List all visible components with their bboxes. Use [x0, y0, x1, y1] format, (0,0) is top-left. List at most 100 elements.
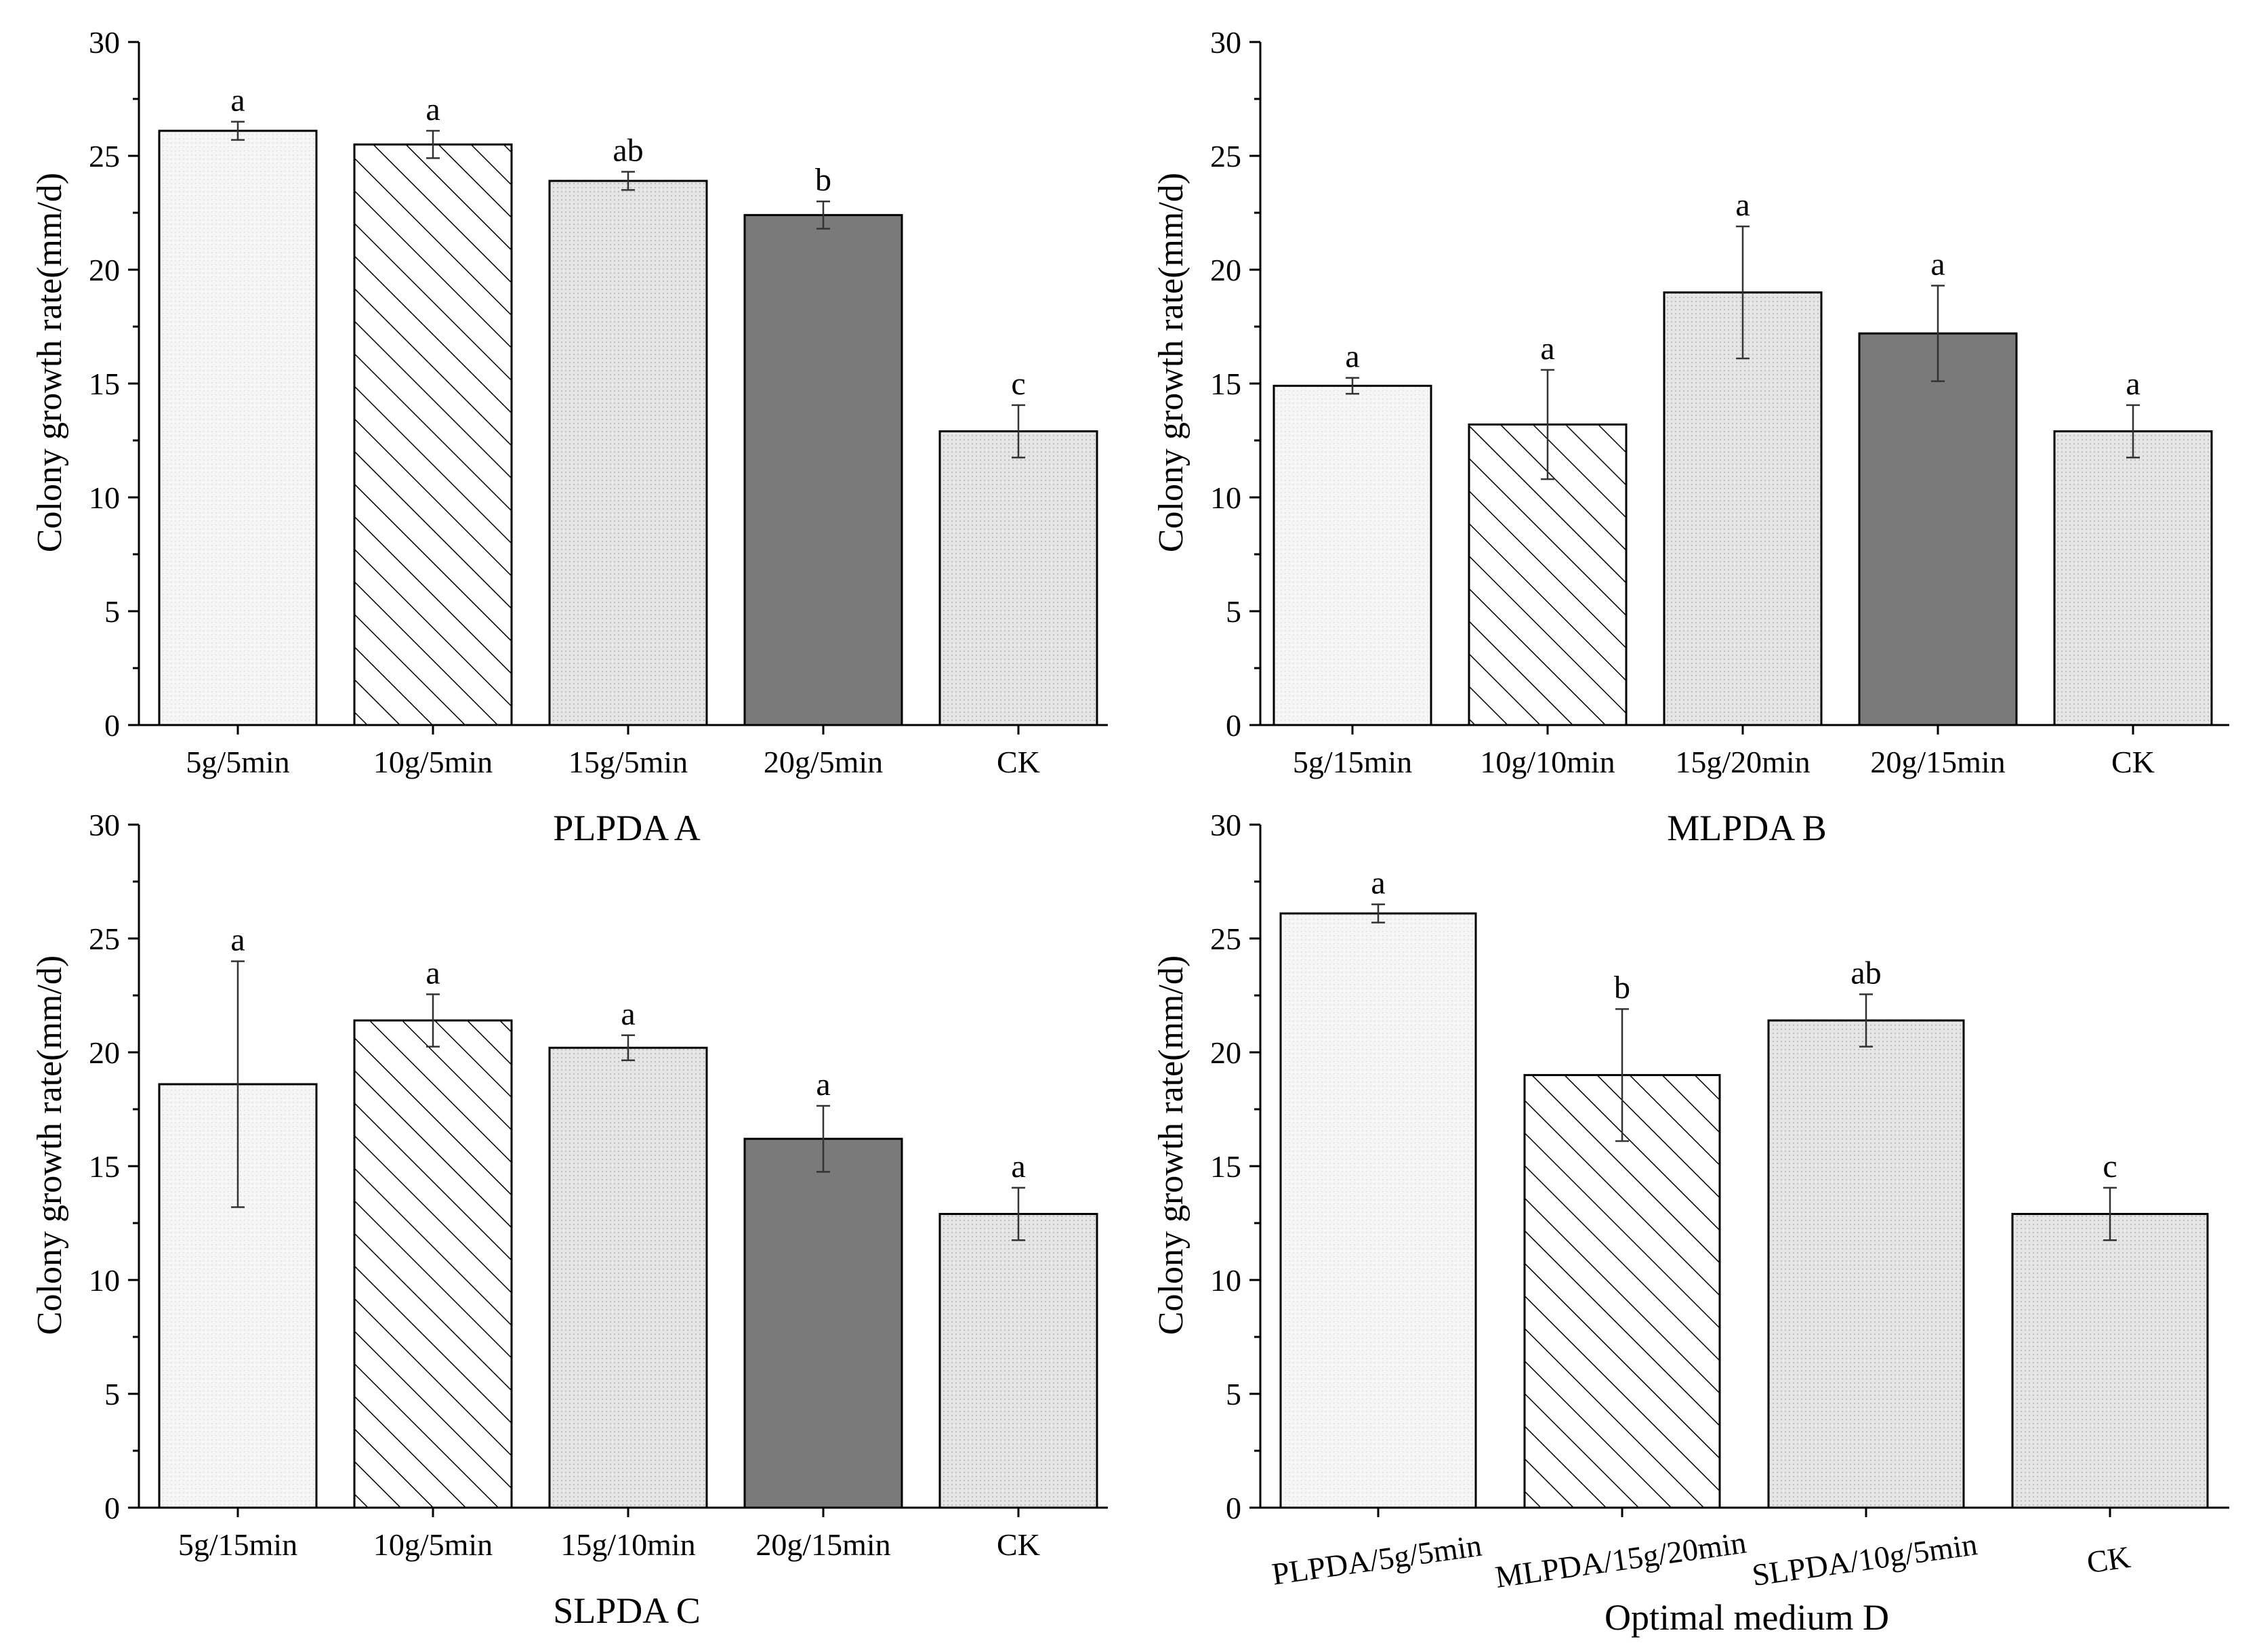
- error-bar: [816, 1104, 830, 1173]
- bar: [158, 129, 318, 726]
- significance-label: ab: [613, 133, 643, 169]
- category-label: PLPDA/5g/5min: [1270, 1528, 1484, 1592]
- category-label: CK: [2111, 745, 2155, 779]
- y-tick-label: 25: [1210, 139, 1241, 173]
- y-axis-title: Colony growth rate(mm/d): [30, 955, 69, 1335]
- significance-label: a: [426, 955, 440, 991]
- y-tick-label: 20: [1210, 1035, 1241, 1070]
- error-bar: [2126, 404, 2140, 459]
- y-tick-label: 20: [1210, 253, 1241, 287]
- bar: [1858, 332, 2018, 726]
- bar: [2011, 1213, 2209, 1509]
- significance-label: a: [426, 91, 440, 127]
- panel-slpda-c: Colony growth rate(mm/d) SLPDA C a 5g/15m…: [30, 808, 1108, 1631]
- significance-label: a: [816, 1067, 830, 1102]
- panel-optimal-medium-d: Colony growth rate(mm/d) Optimal medium …: [1152, 808, 2229, 1638]
- category-label: 15g/5min: [568, 745, 688, 779]
- category-label: 10g/10min: [1480, 745, 1615, 779]
- y-tick-label: 30: [1210, 808, 1241, 842]
- bar: [743, 1138, 903, 1509]
- y-tick-label: 0: [1226, 1491, 1241, 1525]
- significance-label: a: [1735, 187, 1750, 223]
- y-tick-label: 0: [1226, 708, 1241, 743]
- y-tick-label: 5: [104, 1377, 120, 1411]
- category-label: 10g/5min: [373, 745, 493, 779]
- category-label: SLPDA/10g/5min: [1750, 1527, 1980, 1592]
- category-label: CK: [997, 1527, 1040, 1562]
- error-bar: [1371, 903, 1385, 924]
- error-bar: [1012, 1186, 1025, 1241]
- significance-label: a: [621, 996, 635, 1032]
- y-axis-title: Colony growth rate(mm/d): [30, 173, 69, 552]
- y-tick-label: 10: [1210, 480, 1241, 515]
- y-tick-label: 15: [1210, 1149, 1241, 1184]
- category-label: 5g/5min: [186, 745, 289, 779]
- significance-label: a: [1930, 247, 1945, 283]
- y-tick-label: 0: [104, 1491, 120, 1525]
- significance-label: a: [1345, 339, 1359, 375]
- bar: [353, 143, 513, 726]
- y-axis-title: Colony growth rate(mm/d): [1152, 173, 1191, 552]
- y-tick-label: 15: [89, 367, 120, 401]
- category-label: 20g/5min: [764, 745, 883, 779]
- error-bar: [1012, 404, 1025, 459]
- significance-label: a: [230, 83, 245, 119]
- bar: [1279, 912, 1477, 1509]
- bar: [938, 430, 1098, 726]
- y-axis-title: Colony growth rate(mm/d): [1152, 955, 1191, 1335]
- error-bar: [816, 200, 830, 230]
- y-tick-label: 25: [89, 922, 120, 956]
- significance-label: b: [815, 162, 831, 198]
- error-bar: [426, 993, 440, 1048]
- error-bar: [621, 171, 635, 191]
- y-tick-label: 20: [89, 253, 120, 287]
- y-tick-label: 25: [89, 139, 120, 173]
- significance-label: a: [1371, 865, 1385, 901]
- panel-title: PLPDA A: [553, 808, 701, 848]
- y-tick-label: 25: [1210, 922, 1241, 956]
- panel-title: SLPDA C: [553, 1590, 701, 1631]
- category-label: 15g/10min: [560, 1527, 695, 1562]
- significance-label: a: [1011, 1149, 1025, 1184]
- significance-label: a: [2126, 366, 2140, 402]
- y-tick-label: 5: [104, 594, 120, 629]
- error-bar: [621, 1034, 635, 1062]
- significance-label: c: [2103, 1149, 2117, 1184]
- error-bar: [231, 960, 245, 1208]
- bar: [353, 1019, 513, 1509]
- y-tick-label: 10: [89, 480, 120, 515]
- error-bar: [1859, 993, 1873, 1048]
- y-tick-label: 30: [89, 808, 120, 842]
- y-tick-label: 30: [1210, 25, 1241, 60]
- panel-plpda-a: Colony growth rate(mm/d) PLPDA A a 5g/5mi…: [30, 25, 1108, 848]
- significance-label: c: [1011, 366, 1025, 402]
- y-tick-label: 10: [1210, 1263, 1241, 1298]
- error-bar: [1346, 377, 1359, 395]
- y-tick-label: 20: [89, 1035, 120, 1070]
- error-bar: [426, 129, 440, 159]
- category-label: CK: [2085, 1540, 2132, 1579]
- bar: [938, 1213, 1098, 1509]
- bar: [548, 1046, 708, 1509]
- bar: [2053, 430, 2213, 726]
- bar: [1663, 291, 1823, 726]
- category-label: 5g/15min: [178, 1527, 297, 1562]
- category-label: 20g/15min: [756, 1527, 890, 1562]
- bar: [743, 213, 903, 726]
- error-bar: [231, 121, 245, 141]
- category-label: 10g/5min: [373, 1527, 493, 1562]
- category-label: 20g/15min: [1870, 745, 2005, 779]
- y-tick-label: 30: [89, 25, 120, 60]
- error-bar: [1615, 1008, 1629, 1142]
- bar: [1273, 384, 1432, 726]
- error-bar: [1736, 225, 1750, 360]
- category-label: CK: [997, 745, 1040, 779]
- y-tick-label: 0: [104, 708, 120, 743]
- panel-title: Optimal medium D: [1605, 1597, 1889, 1638]
- error-bar: [1931, 285, 1945, 382]
- y-tick-label: 15: [1210, 367, 1241, 401]
- error-bar: [1541, 369, 1554, 480]
- y-tick-label: 10: [89, 1263, 120, 1298]
- category-label: 15g/20min: [1675, 745, 1810, 779]
